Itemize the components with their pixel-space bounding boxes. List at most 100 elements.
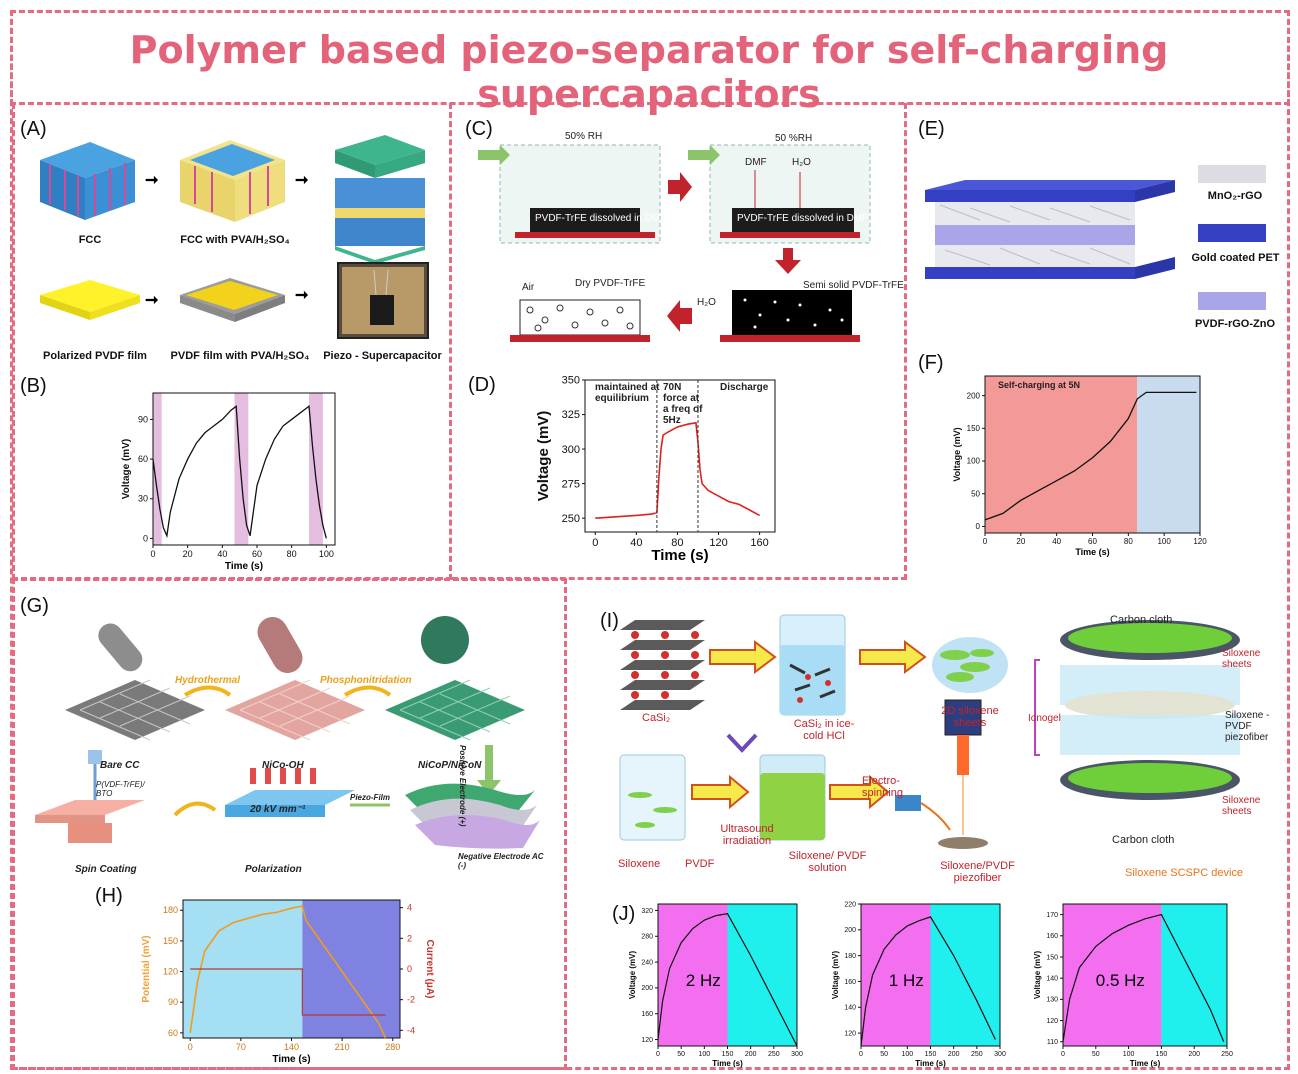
- x-axis-label: Time (s): [272, 1054, 310, 1065]
- plot-frame: [1062, 903, 1228, 1047]
- piezo-film-label: Piezo-Film: [350, 793, 391, 802]
- y-tick-label: 140: [844, 1005, 856, 1012]
- annot-equilibrium: maintained at equilibrium: [595, 382, 660, 404]
- device-stack: [405, 783, 540, 849]
- panel-h-chart: 0 70 140 210 280 60 90 120 150 180 Time (s) Potenti…: [141, 899, 435, 1065]
- y-axis-label: Voltage (mV): [121, 439, 132, 499]
- y-tick-label: 180: [844, 953, 856, 960]
- shaded-band: [658, 904, 728, 1046]
- y-tick-label: 300: [562, 444, 580, 456]
- series-line: [657, 913, 798, 1047]
- bare-cc: [65, 623, 205, 741]
- legend-gold-pet: Gold coated PET: [1191, 252, 1280, 264]
- x-axis-label: Time (s): [1130, 1059, 1161, 1068]
- panel-c-label: (C): [465, 118, 493, 140]
- panel-e-illustration: [925, 180, 1175, 279]
- x-tick-label: 150: [1156, 1051, 1168, 1058]
- x-tick-label: 100: [319, 549, 334, 559]
- caption-piezo-sc: Piezo - Supercapacitor: [323, 350, 442, 362]
- y2-axis-label: Current (μA): [424, 940, 435, 999]
- rh-label-2: 50 %RH: [775, 133, 813, 144]
- red-arrow-left-icon: [667, 300, 692, 332]
- y-tick-label: 220: [844, 901, 856, 908]
- semi-solid-film: [720, 290, 860, 342]
- series-line: [860, 916, 996, 1047]
- h2o-label: H₂O: [792, 157, 811, 168]
- chamber-2: [688, 144, 871, 244]
- y-tick-label: 90: [138, 414, 148, 424]
- y-tick-label: 250: [562, 513, 580, 525]
- x-tick-label: 50: [880, 1051, 888, 1058]
- x-tick-label: 50: [677, 1051, 685, 1058]
- x-axis-label: Time (s): [1075, 547, 1109, 557]
- x-tick-label: 150: [925, 1051, 937, 1058]
- plot-frame: [584, 379, 776, 533]
- caption-fcc: FCC: [78, 234, 102, 246]
- y2-tick-label: 0: [407, 964, 412, 974]
- frequency-label: 2 Hz: [686, 971, 721, 990]
- carbon-cloth-bottom: Carbon cloth: [1112, 834, 1175, 846]
- y-tick-label: 120: [844, 1030, 856, 1037]
- x-tick-label: 60: [252, 549, 262, 559]
- x-tick-label: 50: [1092, 1051, 1100, 1058]
- h2o-label-2: H₂O: [697, 297, 716, 308]
- panel-g-label: (G): [20, 595, 49, 617]
- sheets-label-top: Siloxene sheets: [1222, 648, 1261, 670]
- x-tick-label: 100: [698, 1051, 710, 1058]
- scspc-device: [1034, 620, 1240, 800]
- ultrasound-label: Ultrasound irradiation: [720, 823, 774, 847]
- y-tick-label: 325: [562, 409, 580, 421]
- current-line: [190, 968, 386, 1016]
- x-tick-label: 0: [656, 1051, 660, 1058]
- annot-force: 70N force at a freq of 5Hz: [663, 382, 703, 426]
- y-tick-label: 160: [1046, 933, 1058, 940]
- x-tick-label: 140: [284, 1042, 299, 1052]
- x-tick-label: 100: [901, 1051, 913, 1058]
- nicooh-cc: [225, 617, 365, 741]
- x-tick-label: 80: [1124, 537, 1133, 546]
- caption-pvdf-pva: PVDF film with PVA/H₂SO₄: [170, 350, 310, 362]
- legend-swatch-mno2: [1198, 165, 1266, 183]
- x-axis-label: Time (s): [225, 561, 263, 572]
- y2-tick-label: -4: [407, 1025, 415, 1035]
- y-axis-label: Voltage (mV): [952, 427, 962, 481]
- svg-text:➞: ➞: [295, 287, 309, 304]
- y-tick-label: 170: [1046, 912, 1058, 919]
- x-axis-label: Time (s): [712, 1059, 743, 1068]
- carbon-cloth-top: Carbon cloth: [1110, 614, 1173, 626]
- x-axis-label: Time (s): [915, 1059, 946, 1068]
- x-tick-label: 200: [745, 1051, 757, 1058]
- y2-tick-label: 2: [407, 933, 412, 943]
- x-tick-label: 40: [217, 549, 227, 559]
- x-tick-label: 200: [1188, 1051, 1200, 1058]
- series-line: [152, 404, 327, 539]
- svg-text:➞: ➞: [295, 172, 309, 189]
- y-tick-label: 200: [641, 985, 653, 992]
- y2-tick-label: -2: [407, 995, 415, 1005]
- semi-label: Semi solid PVDF-TrFE: [803, 280, 904, 291]
- panel-b-chart: 0 20 40 60 80 100 0 30 60 90 Time (s) Voltage (mV): [121, 392, 336, 572]
- panel-a-label: (A): [20, 118, 47, 140]
- down-arrow-icon: [477, 745, 501, 795]
- y-tick-label: 90: [168, 997, 178, 1007]
- frequency-label: 0.5 Hz: [1096, 971, 1145, 990]
- pvdf-bto-label: P(VDF-TrFE)/ BTO: [96, 780, 145, 798]
- fcc-block: [40, 142, 135, 220]
- polarization-stage: [225, 768, 355, 817]
- y-tick-label: 275: [562, 478, 580, 490]
- ionogel-label: Ionogel: [1028, 713, 1061, 724]
- positive-electrode-label: Positive Electrode (+): [458, 745, 467, 827]
- dmf-label: DMF: [745, 157, 767, 168]
- pvdf-label: PVDF: [685, 858, 715, 870]
- y-axis-label: Voltage (mV): [535, 411, 552, 502]
- title-frame: [10, 10, 1290, 105]
- y-tick-label: 240: [641, 959, 653, 966]
- x-tick-label: 70: [236, 1042, 246, 1052]
- y-tick-label: 150: [1046, 954, 1058, 961]
- y-tick-label: 120: [1046, 1018, 1058, 1025]
- y-tick-label: 150: [967, 424, 981, 433]
- panel-b-label: (B): [20, 375, 47, 397]
- svg-text:➞: ➞: [145, 292, 159, 309]
- y-tick-label: 160: [844, 979, 856, 986]
- x-tick-label: 20: [183, 549, 193, 559]
